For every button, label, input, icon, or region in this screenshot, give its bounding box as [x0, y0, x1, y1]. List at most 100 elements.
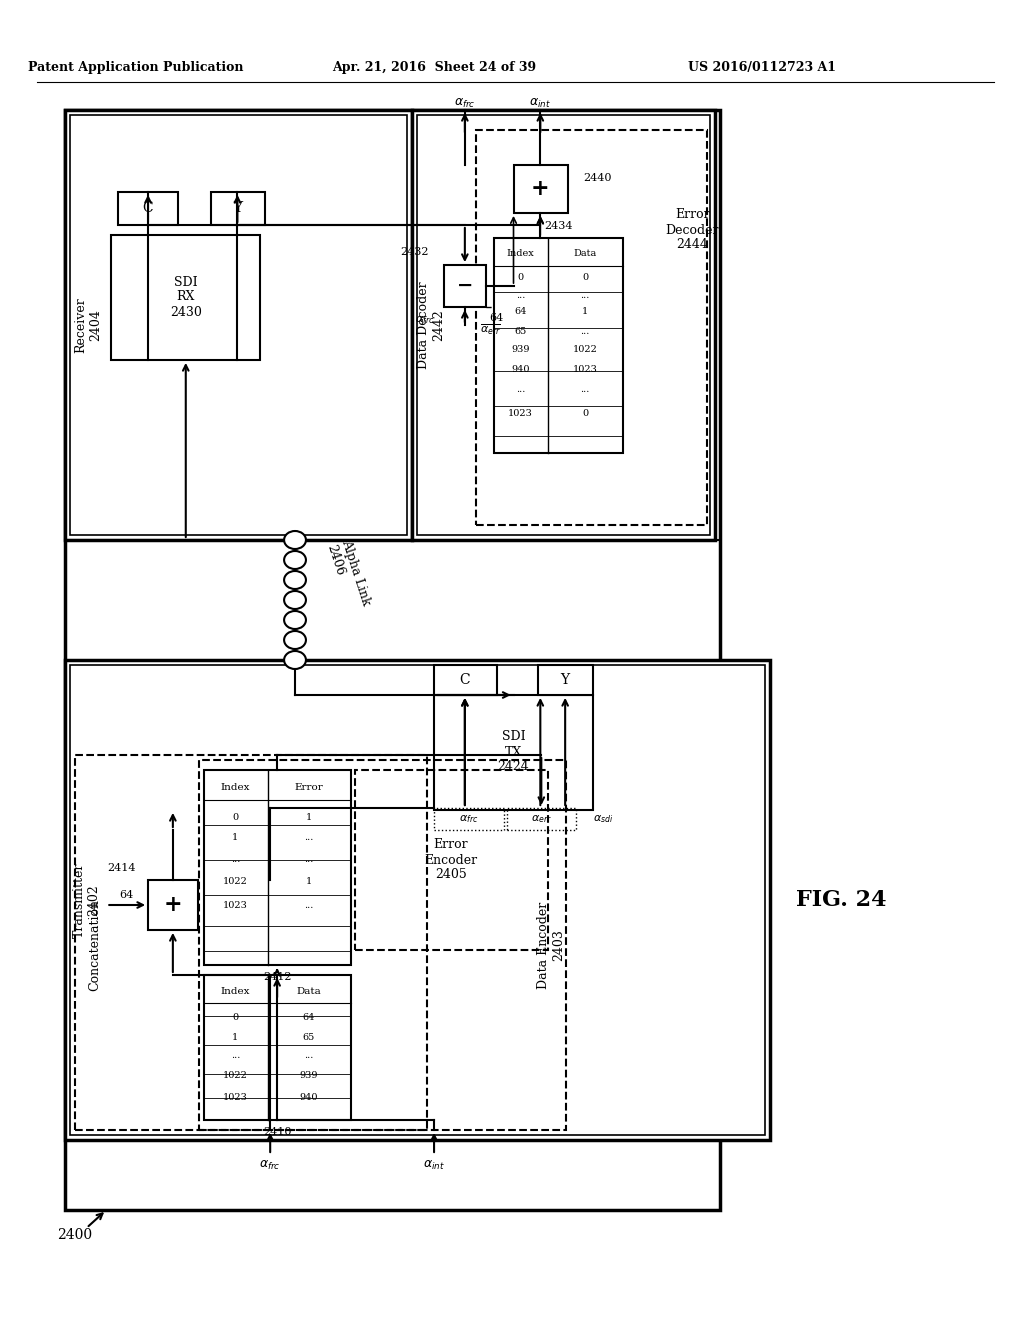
Bar [65, 110, 720, 1210]
Text: 2414: 2414 [108, 863, 136, 873]
Text: 0: 0 [232, 813, 239, 822]
Bar [413, 110, 715, 540]
Text: ...: ... [304, 855, 313, 865]
Text: 0: 0 [582, 408, 588, 417]
Bar [148, 880, 198, 931]
Text: ...: ... [516, 290, 525, 300]
Bar [112, 235, 260, 360]
Ellipse shape [284, 591, 306, 609]
Text: 65: 65 [303, 1032, 315, 1041]
Text: ...: ... [581, 385, 590, 395]
Text: 1: 1 [232, 1032, 239, 1041]
Text: 65: 65 [514, 326, 526, 335]
Text: $\alpha_{frc}$: $\alpha_{frc}$ [459, 813, 478, 825]
Text: ...: ... [230, 1051, 240, 1060]
Text: 1: 1 [306, 878, 312, 887]
Text: Error
Encoder
2405: Error Encoder 2405 [424, 838, 477, 882]
Text: Y: Y [232, 201, 242, 215]
Bar [65, 660, 770, 1140]
Text: Data Encoder
2403: Data Encoder 2403 [538, 902, 565, 989]
Bar [118, 191, 178, 224]
Bar [434, 696, 593, 810]
Text: 64: 64 [489, 313, 504, 323]
Text: Error: Error [295, 783, 324, 792]
Text: +: + [164, 894, 182, 916]
Text: 1023: 1023 [223, 900, 248, 909]
Text: C: C [460, 673, 470, 686]
Bar [70, 665, 765, 1135]
Text: 939: 939 [511, 346, 529, 355]
Text: $\overline{\alpha_{err}}$: $\overline{\alpha_{err}}$ [480, 323, 501, 337]
Text: 64: 64 [303, 1012, 315, 1022]
Text: Data: Data [297, 986, 322, 995]
Ellipse shape [284, 531, 306, 549]
Text: Concatenation: Concatenation [88, 899, 101, 991]
Text: Transmitter
2402: Transmitter 2402 [73, 862, 100, 937]
Text: Y: Y [560, 673, 569, 686]
Text: $\alpha_{sdi}$: $\alpha_{sdi}$ [593, 813, 613, 825]
Text: Index: Index [507, 249, 535, 259]
Text: $\alpha_{err}$: $\alpha_{err}$ [530, 813, 552, 825]
Bar [539, 665, 593, 696]
Bar [434, 665, 497, 696]
Bar [70, 115, 408, 535]
Text: ...: ... [304, 1051, 313, 1060]
Bar [507, 808, 577, 830]
Text: +: + [531, 178, 550, 201]
Text: Index: Index [221, 986, 250, 995]
Text: 1: 1 [306, 813, 312, 822]
Text: 940: 940 [511, 366, 529, 375]
Text: 0: 0 [517, 273, 523, 282]
Text: 2432: 2432 [400, 247, 429, 257]
Text: $\alpha_{frc}$: $\alpha_{frc}$ [259, 1159, 281, 1172]
Text: C: C [142, 201, 154, 215]
Text: 1023: 1023 [508, 408, 532, 417]
Text: SDI
RX
2430: SDI RX 2430 [170, 276, 202, 318]
Text: 939: 939 [300, 1071, 318, 1080]
Bar [199, 760, 566, 1130]
Text: $\alpha_{frc}$: $\alpha_{frc}$ [415, 314, 434, 326]
Text: 2434: 2434 [544, 220, 572, 231]
Ellipse shape [284, 651, 306, 669]
Ellipse shape [284, 631, 306, 649]
Text: 1: 1 [232, 833, 239, 842]
Bar [75, 755, 427, 1130]
Text: ...: ... [581, 290, 590, 300]
Text: ...: ... [304, 833, 313, 842]
Text: $\alpha_{frc}$: $\alpha_{frc}$ [454, 96, 476, 110]
Text: 64: 64 [514, 308, 526, 317]
Text: ...: ... [581, 326, 590, 335]
Text: 2400: 2400 [57, 1228, 92, 1242]
Text: ...: ... [516, 385, 525, 395]
Text: FIG. 24: FIG. 24 [796, 888, 887, 911]
Text: 2410: 2410 [263, 1127, 292, 1137]
Text: Index: Index [221, 783, 250, 792]
Bar [494, 238, 623, 453]
Bar [204, 770, 350, 965]
Text: 2440: 2440 [583, 173, 611, 183]
Bar [417, 115, 711, 535]
Bar [434, 808, 504, 830]
Ellipse shape [284, 550, 306, 569]
Text: Error
Decoder
2444: Error Decoder 2444 [666, 209, 719, 252]
Text: $\alpha_{int}$: $\alpha_{int}$ [423, 1159, 445, 1172]
Ellipse shape [284, 611, 306, 630]
Text: −: − [457, 277, 473, 294]
Bar [444, 265, 485, 308]
Bar [211, 191, 265, 224]
Bar [476, 129, 708, 525]
Text: 1: 1 [582, 308, 588, 317]
Bar [65, 110, 413, 540]
Bar [204, 975, 350, 1119]
Bar [354, 770, 548, 950]
Text: Apr. 21, 2016  Sheet 24 of 39: Apr. 21, 2016 Sheet 24 of 39 [332, 62, 537, 74]
Text: US 2016/0112723 A1: US 2016/0112723 A1 [688, 62, 836, 74]
Text: 0: 0 [232, 1012, 239, 1022]
Text: Patent Application Publication: Patent Application Publication [29, 62, 244, 74]
Text: 0: 0 [582, 273, 588, 282]
Text: 2412: 2412 [263, 972, 292, 982]
Text: 1023: 1023 [223, 1093, 248, 1101]
Text: SDI
TX
2424: SDI TX 2424 [498, 730, 529, 774]
Text: Data Decoder
2442: Data Decoder 2442 [417, 281, 445, 368]
Text: ...: ... [304, 900, 313, 909]
